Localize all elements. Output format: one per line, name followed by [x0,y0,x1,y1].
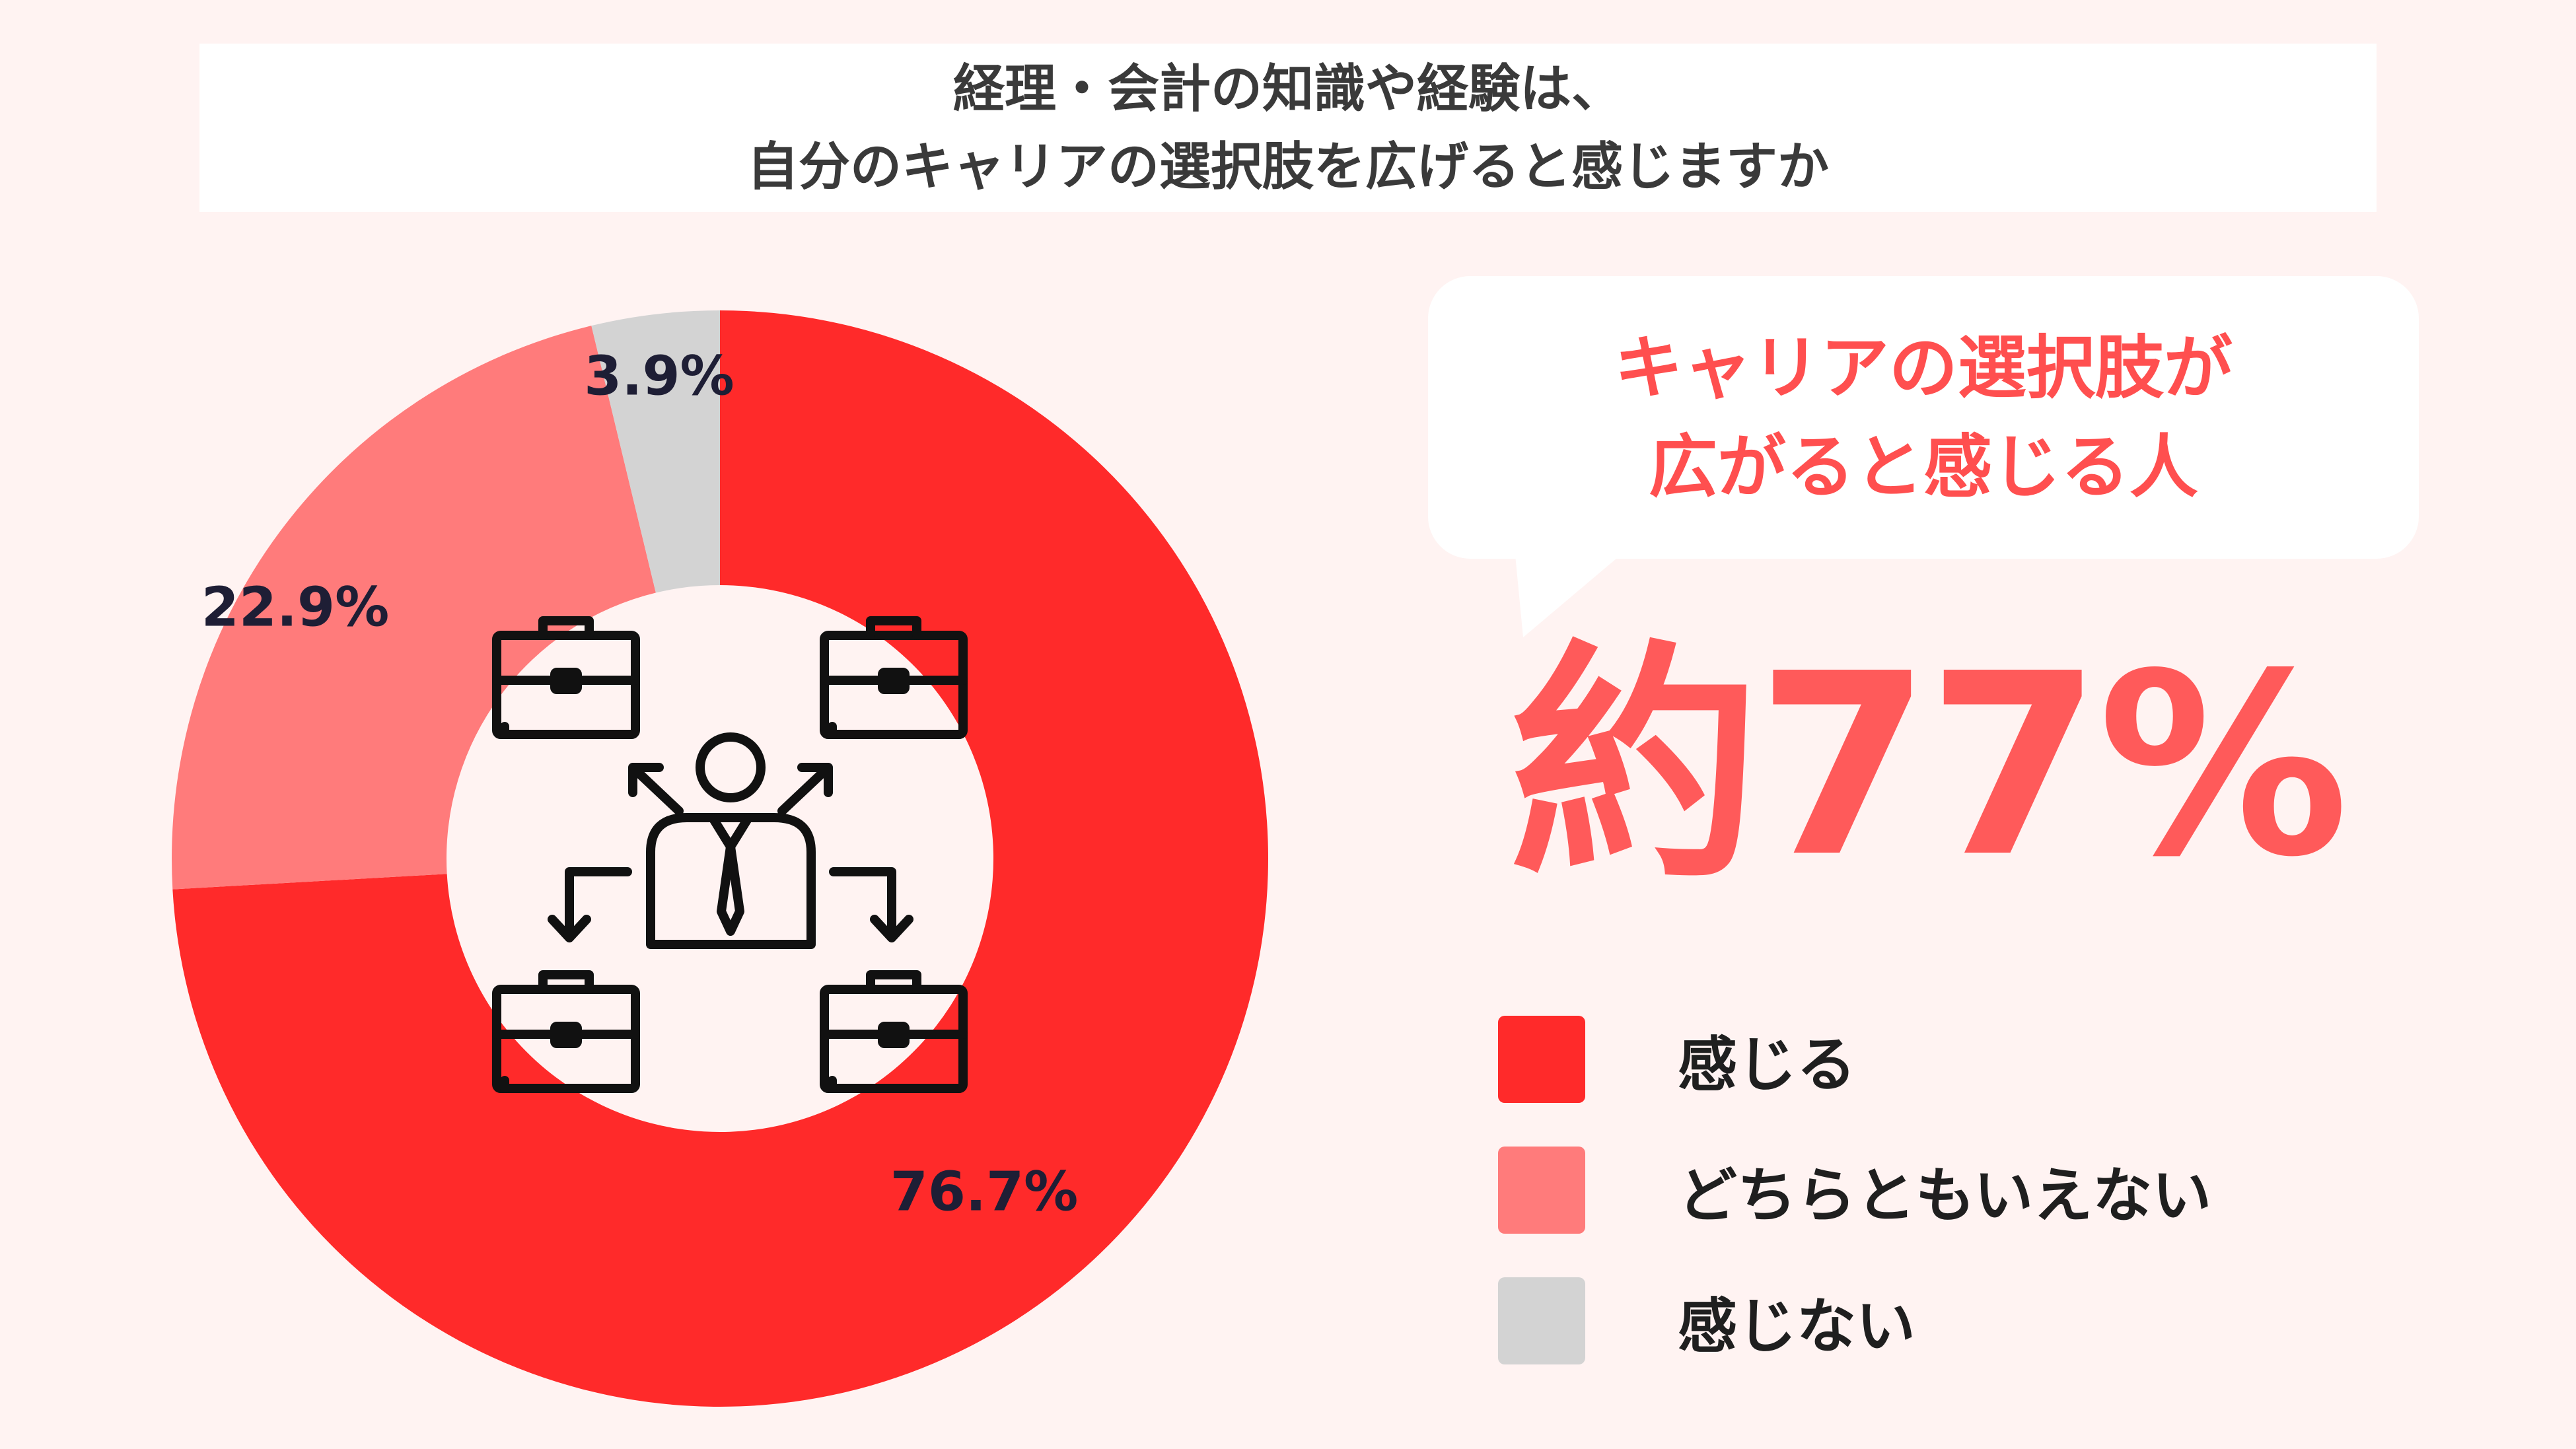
person-body-icon [646,813,816,949]
person-with-briefcases-icon [492,616,968,1093]
legend-swatch-feel [1498,1016,1585,1103]
donut-slice-neither [172,326,656,890]
arrow-up-left-icon [628,763,684,816]
person-head-icon [696,732,766,802]
legend-item-not-feel: 感じない [1498,1277,1915,1364]
callout-line-2: 広がると感じる人 [1648,427,2198,507]
callout-line-1: キャリアの選択肢が [1614,328,2233,408]
briefcase-icon-top-right [820,616,968,739]
arrow-down-left-icon [548,867,632,942]
chart-title-line-2: 自分のキャリアの選択肢を広げると感じますか [746,137,1829,197]
arrow-up-right-icon [777,763,833,816]
legend-swatch-neither [1498,1147,1585,1234]
legend-label-neither: どちらともいえない [1678,1161,2212,1230]
legend-label-feel: 感じる [1678,1030,1856,1100]
bubble-tail [1515,555,1621,637]
legend-item-feel: 感じる [1498,1016,1856,1103]
chart-title-line-1: 経理・会計の知識や経験は、 [952,59,1623,119]
briefcase-icon-bottom-left [492,970,640,1093]
data-label-neither: 22.9% [201,576,390,639]
legend-label-not-feel: 感じない [1678,1292,1915,1361]
arrow-down-right-icon [829,867,913,942]
legend-swatch-not-feel [1498,1277,1585,1364]
data-label-feel: 76.7% [890,1160,1079,1224]
donut-slice-feel [172,310,1269,1407]
chart-title-box: 経理・会計の知識や経験は、 自分のキャリアの選択肢を広げると感じますか [199,44,2377,212]
callout-bubble: キャリアの選択肢が 広がると感じる人 [1428,276,2419,559]
briefcase-icon-bottom-right [820,970,968,1093]
legend-item-neither: どちらともいえない [1498,1147,2211,1234]
donut-slice-not-feel [591,310,720,593]
headline-value: 約77% [1509,619,2349,912]
data-label-not-feel: 3.9% [584,345,734,408]
person-tie-icon [717,842,744,936]
briefcase-icon-top-left [492,616,640,739]
